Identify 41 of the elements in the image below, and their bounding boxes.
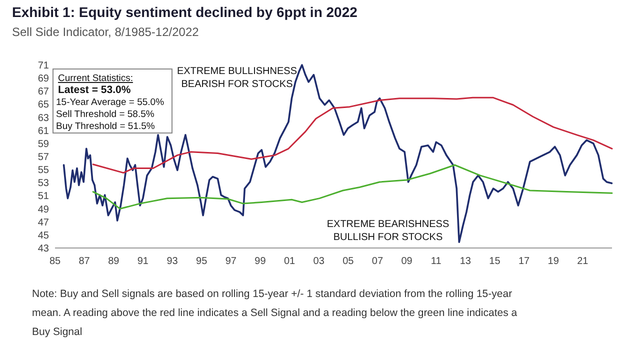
annotation: EXTREME BEARISHNESS BULLISH FOR STOCKS [326, 219, 450, 243]
x-tick-label: 91 [137, 256, 149, 267]
x-tick-label: 85 [49, 256, 61, 267]
x-tick-label: 15 [489, 256, 501, 267]
x-tick-label: 89 [108, 256, 120, 267]
y-tick-label: 63 [38, 112, 50, 124]
y-tick-label: 69 [38, 74, 50, 85]
x-tick-label: 01 [284, 256, 296, 267]
x-tick-label: 07 [372, 256, 384, 267]
y-tick-label: 65 [38, 100, 50, 111]
y-tick-label: 43 [38, 244, 50, 254]
y-tick-label: 67 [38, 86, 50, 98]
x-tick-label: 17 [518, 256, 530, 267]
x-tick-label: 09 [401, 256, 413, 267]
y-tick-label: 47 [38, 217, 50, 228]
text: Note: Buy and Sell signals are based on rolling 15-year +/- 1 standard deviation from the rolling 15-year mean. A reading above the red line indicates a Sell Signal and a reading below the green line indicates a Buy Signal [32, 288, 518, 338]
x-tick-label: 93 [166, 256, 178, 267]
y-tick-label: 57 [38, 152, 50, 163]
x-tick-label: 97 [225, 256, 237, 267]
y-tick-label: 53 [38, 178, 50, 190]
y-tick-label: 61 [38, 126, 50, 137]
y-tick-label: 45 [38, 230, 50, 242]
y-tick-label: 71 [38, 60, 50, 72]
x-tick-label: 87 [78, 256, 90, 267]
y-tick-label: 55 [38, 165, 50, 176]
x-tick-label: 99 [254, 256, 266, 267]
y-tick-label: 49 [38, 204, 50, 216]
y-tick-label: 59 [38, 138, 50, 150]
annotation: Current Statistics: Latest = 53.0% 15-Year Average = 55.0% Sell Threshold = 58.5% Buy Threshold = 51.5% [56, 73, 165, 132]
x-tick-label: 05 [342, 256, 354, 267]
y-tick-label: 51 [38, 191, 50, 202]
annotation: EXTREME BULLISHNESS BEARISH FOR STOCKS [176, 66, 298, 90]
x-tick-label: 21 [577, 256, 589, 267]
chart-subtitle: Sell Side Indicator, 8/1985-12/2022 [12, 25, 200, 39]
x-tick-label: 19 [548, 256, 560, 267]
chart-title: Exhibit 1: Equity sentiment declined by 6ppt in 2022 [12, 4, 358, 20]
x-tick-label: 13 [460, 256, 472, 267]
x-tick-label: 95 [196, 256, 208, 267]
x-tick-label: 03 [313, 256, 325, 267]
x-tick-label: 11 [430, 256, 442, 267]
line-series [92, 164, 613, 210]
